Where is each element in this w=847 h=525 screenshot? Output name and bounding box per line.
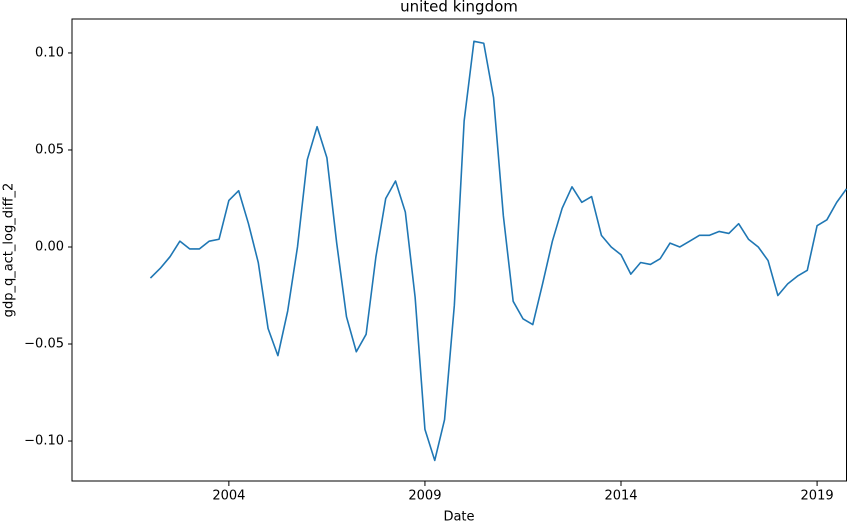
x-tick-label: 2014 bbox=[604, 489, 637, 504]
y-tick-label: 0.05 bbox=[35, 142, 64, 157]
line bbox=[149, 40, 847, 462]
y-tick-label: 0.10 bbox=[35, 45, 64, 60]
y-axis-label: gdp_q_act_log_diff_2 bbox=[2, 183, 17, 318]
y-tick-label: −0.05 bbox=[24, 337, 64, 352]
plot-frame bbox=[71, 18, 847, 482]
y-tick-label: 0.00 bbox=[35, 239, 64, 254]
x-tick-label: 2004 bbox=[212, 489, 245, 504]
x-axis-label: Date bbox=[443, 510, 474, 525]
y-tick-label: −0.10 bbox=[24, 434, 64, 449]
x-tick-label: 2009 bbox=[408, 489, 441, 504]
chart-title: united kingdom bbox=[400, 0, 518, 16]
x-tick-label: 2019 bbox=[801, 489, 834, 504]
